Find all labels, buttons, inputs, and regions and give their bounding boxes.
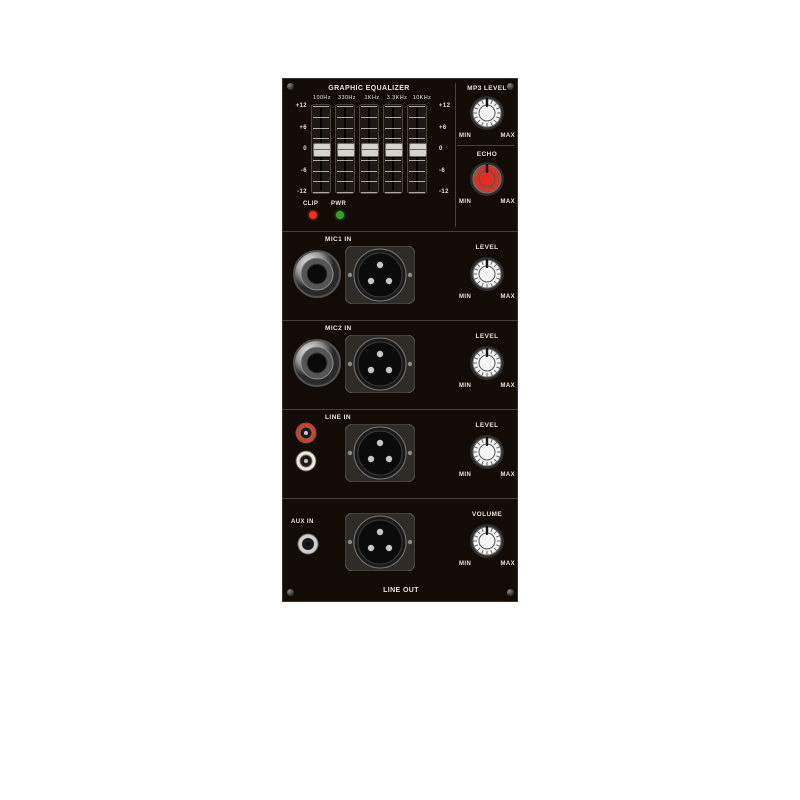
echo-knob[interactable]: [469, 161, 505, 202]
row-1-label: MIC2 IN: [325, 325, 352, 332]
eq-scale-right-3: -6: [439, 168, 453, 174]
row-3-xlr[interactable]: [345, 513, 415, 576]
row-3-knob-label: VOLUME: [459, 511, 515, 518]
max-label: MAX: [500, 133, 515, 139]
max-label: MAX: [500, 199, 515, 205]
mixer-panel: GRAPHIC EQUALIZER 100Hz330Hz1KHz3.3KHz10K…: [282, 78, 518, 602]
max-label: MAX: [500, 472, 515, 478]
max-label: MAX: [500, 383, 515, 389]
pwr-label: PWR: [331, 201, 346, 207]
eq-slider-1[interactable]: [313, 143, 331, 157]
max-label: MAX: [500, 561, 515, 567]
eq-scale-left-0: +12: [293, 103, 307, 109]
eq-frequency-labels: 100Hz330Hz1KHz3.3KHz10KHz: [310, 95, 434, 101]
row-2-rca-red[interactable]: [295, 422, 317, 449]
eq-scale-left-2: 0: [293, 146, 307, 152]
eq-scale-right-0: +12: [439, 103, 453, 109]
pwr-led: [336, 211, 344, 219]
eq-scale-left-3: -6: [293, 168, 307, 174]
row-0-label: MIC1 IN: [325, 236, 352, 243]
eq-slider-2[interactable]: [337, 143, 355, 157]
line-out-label: LINE OUT: [283, 587, 519, 594]
row-3-knob[interactable]: [469, 523, 505, 564]
echo-label: ECHO: [459, 151, 515, 158]
min-label: MIN: [459, 133, 471, 139]
mp3-level-label: MP3 LEVEL: [459, 85, 515, 92]
min-label: MIN: [459, 472, 471, 478]
max-label: MAX: [500, 294, 515, 300]
row-1-knob-label: LEVEL: [459, 333, 515, 340]
row-0-knob[interactable]: [469, 256, 505, 297]
clip-led: [309, 211, 317, 219]
min-label: MIN: [459, 561, 471, 567]
row-1-xlr[interactable]: [345, 335, 415, 398]
eq-slider-5[interactable]: [409, 143, 427, 157]
row-1-jack[interactable]: [293, 339, 341, 392]
row-1-knob[interactable]: [469, 345, 505, 386]
row-2-rca-white[interactable]: [295, 450, 317, 477]
clip-label: CLIP: [303, 201, 318, 207]
mirror-reflection: GRAPHIC EQUALIZER100Hz330Hz1KHz3.3KHz10K…: [282, 670, 518, 800]
row-3-aux-label: AUX IN: [291, 519, 314, 525]
eq-scale-right-1: +6: [439, 125, 453, 131]
min-label: MIN: [459, 383, 471, 389]
eq-slider-4[interactable]: [385, 143, 403, 157]
eq-title: GRAPHIC EQUALIZER: [283, 85, 455, 92]
min-label: MIN: [459, 294, 471, 300]
eq-scale-left-4: -12: [293, 189, 307, 195]
row-0-xlr[interactable]: [345, 246, 415, 309]
row-0-knob-label: LEVEL: [459, 244, 515, 251]
eq-slider-3[interactable]: [361, 143, 379, 157]
eq-scale-right-4: -12: [439, 189, 453, 195]
eq-scale-left-1: +6: [293, 125, 307, 131]
row-3-minijack[interactable]: [297, 533, 319, 560]
mp3-level-knob[interactable]: [469, 95, 505, 136]
row-2-knob[interactable]: [469, 434, 505, 475]
row-2-label: LINE IN: [325, 414, 351, 421]
row-0-jack[interactable]: [293, 250, 341, 303]
row-2-xlr[interactable]: [345, 424, 415, 487]
row-2-knob-label: LEVEL: [459, 422, 515, 429]
eq-scale-right-2: 0: [439, 146, 453, 152]
min-label: MIN: [459, 199, 471, 205]
